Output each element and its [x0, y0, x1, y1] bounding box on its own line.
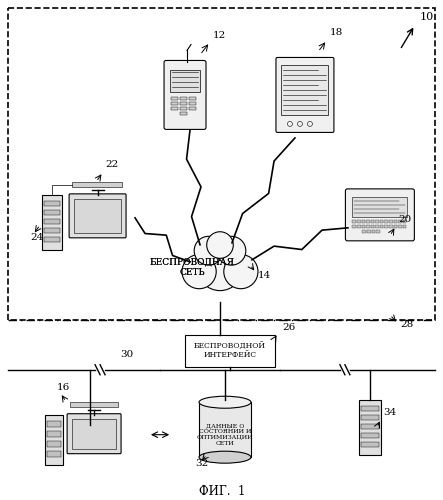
- Bar: [47, 440, 61, 446]
- FancyBboxPatch shape: [276, 58, 334, 132]
- Text: 24: 24: [30, 233, 43, 242]
- Bar: [359, 400, 381, 455]
- Text: 28: 28: [400, 320, 413, 329]
- FancyBboxPatch shape: [67, 414, 121, 454]
- Bar: [353, 197, 408, 217]
- Text: ФИГ.  1: ФИГ. 1: [199, 485, 245, 498]
- Bar: [44, 201, 60, 206]
- Bar: [380, 225, 384, 228]
- Bar: [385, 225, 388, 228]
- Bar: [361, 220, 365, 223]
- Bar: [180, 98, 187, 100]
- Bar: [45, 414, 63, 465]
- Bar: [362, 230, 366, 233]
- Bar: [185, 335, 275, 367]
- Bar: [47, 430, 61, 436]
- Bar: [372, 230, 375, 233]
- Circle shape: [182, 254, 216, 288]
- Bar: [171, 108, 178, 110]
- Text: БЕСПРОВОДНОЙ
ИНТЕРФЕЙС: БЕСПРОВОДНОЙ ИНТЕРФЕЙС: [194, 342, 266, 359]
- Bar: [180, 102, 187, 106]
- Bar: [170, 70, 200, 92]
- Bar: [361, 433, 379, 438]
- Bar: [403, 225, 406, 228]
- Text: 16: 16: [57, 382, 70, 392]
- Bar: [361, 424, 379, 429]
- Text: 32: 32: [195, 458, 208, 468]
- Bar: [47, 450, 61, 456]
- Bar: [44, 237, 60, 242]
- Bar: [353, 220, 356, 223]
- Bar: [180, 112, 187, 116]
- Circle shape: [224, 254, 258, 288]
- Text: 26: 26: [282, 323, 295, 332]
- Bar: [171, 98, 178, 100]
- Bar: [361, 225, 365, 228]
- Text: 18: 18: [330, 28, 343, 37]
- Bar: [44, 228, 60, 233]
- Bar: [403, 220, 406, 223]
- Text: 10: 10: [420, 12, 434, 22]
- FancyBboxPatch shape: [346, 189, 414, 241]
- Bar: [44, 210, 60, 215]
- Bar: [380, 220, 384, 223]
- Circle shape: [194, 236, 223, 265]
- Text: 30: 30: [120, 350, 133, 359]
- Bar: [366, 225, 370, 228]
- Bar: [375, 225, 379, 228]
- Bar: [189, 108, 196, 110]
- Bar: [385, 220, 388, 223]
- Bar: [44, 219, 60, 224]
- Bar: [361, 415, 379, 420]
- Text: 22: 22: [105, 160, 118, 169]
- Text: ДАННЫЕ О
СОСТОЯНИИ И
ОПТИМИЗАЦИИ
СЕТИ: ДАННЫЕ О СОСТОЯНИИ И ОПТИМИЗАЦИИ СЕТИ: [197, 424, 253, 446]
- Circle shape: [207, 232, 233, 258]
- Bar: [367, 230, 370, 233]
- Bar: [376, 230, 380, 233]
- Bar: [70, 402, 118, 406]
- Text: 12: 12: [213, 31, 226, 40]
- Bar: [375, 220, 379, 223]
- Text: БЕСПРОВОДНАЯ
СЕТЬ: БЕСПРОВОДНАЯ СЕТЬ: [150, 257, 234, 276]
- Text: БЕСПРОВОДНАЯ
СЕТЬ: БЕСПРОВОДНАЯ СЕТЬ: [150, 257, 234, 276]
- Bar: [366, 220, 370, 223]
- Bar: [180, 108, 187, 110]
- Ellipse shape: [199, 451, 251, 463]
- Bar: [394, 220, 397, 223]
- Bar: [281, 65, 328, 115]
- Bar: [72, 182, 122, 187]
- Bar: [389, 225, 392, 228]
- Text: 34: 34: [383, 408, 396, 416]
- Bar: [398, 225, 402, 228]
- Bar: [398, 220, 402, 223]
- Bar: [199, 402, 251, 457]
- Text: 20: 20: [398, 215, 411, 224]
- Bar: [357, 225, 361, 228]
- Circle shape: [197, 245, 243, 290]
- Bar: [74, 199, 121, 233]
- Bar: [371, 220, 374, 223]
- Bar: [361, 442, 379, 447]
- FancyBboxPatch shape: [69, 194, 126, 238]
- Bar: [189, 98, 196, 100]
- Bar: [72, 418, 116, 448]
- Text: 14: 14: [258, 271, 271, 280]
- Ellipse shape: [199, 396, 251, 408]
- Bar: [357, 220, 361, 223]
- Bar: [47, 420, 61, 426]
- Bar: [371, 225, 374, 228]
- FancyBboxPatch shape: [164, 60, 206, 130]
- Bar: [361, 406, 379, 411]
- Bar: [394, 225, 397, 228]
- Circle shape: [217, 236, 246, 265]
- Bar: [353, 225, 356, 228]
- Bar: [42, 195, 62, 250]
- Bar: [189, 102, 196, 106]
- Bar: [389, 220, 392, 223]
- Bar: [171, 102, 178, 106]
